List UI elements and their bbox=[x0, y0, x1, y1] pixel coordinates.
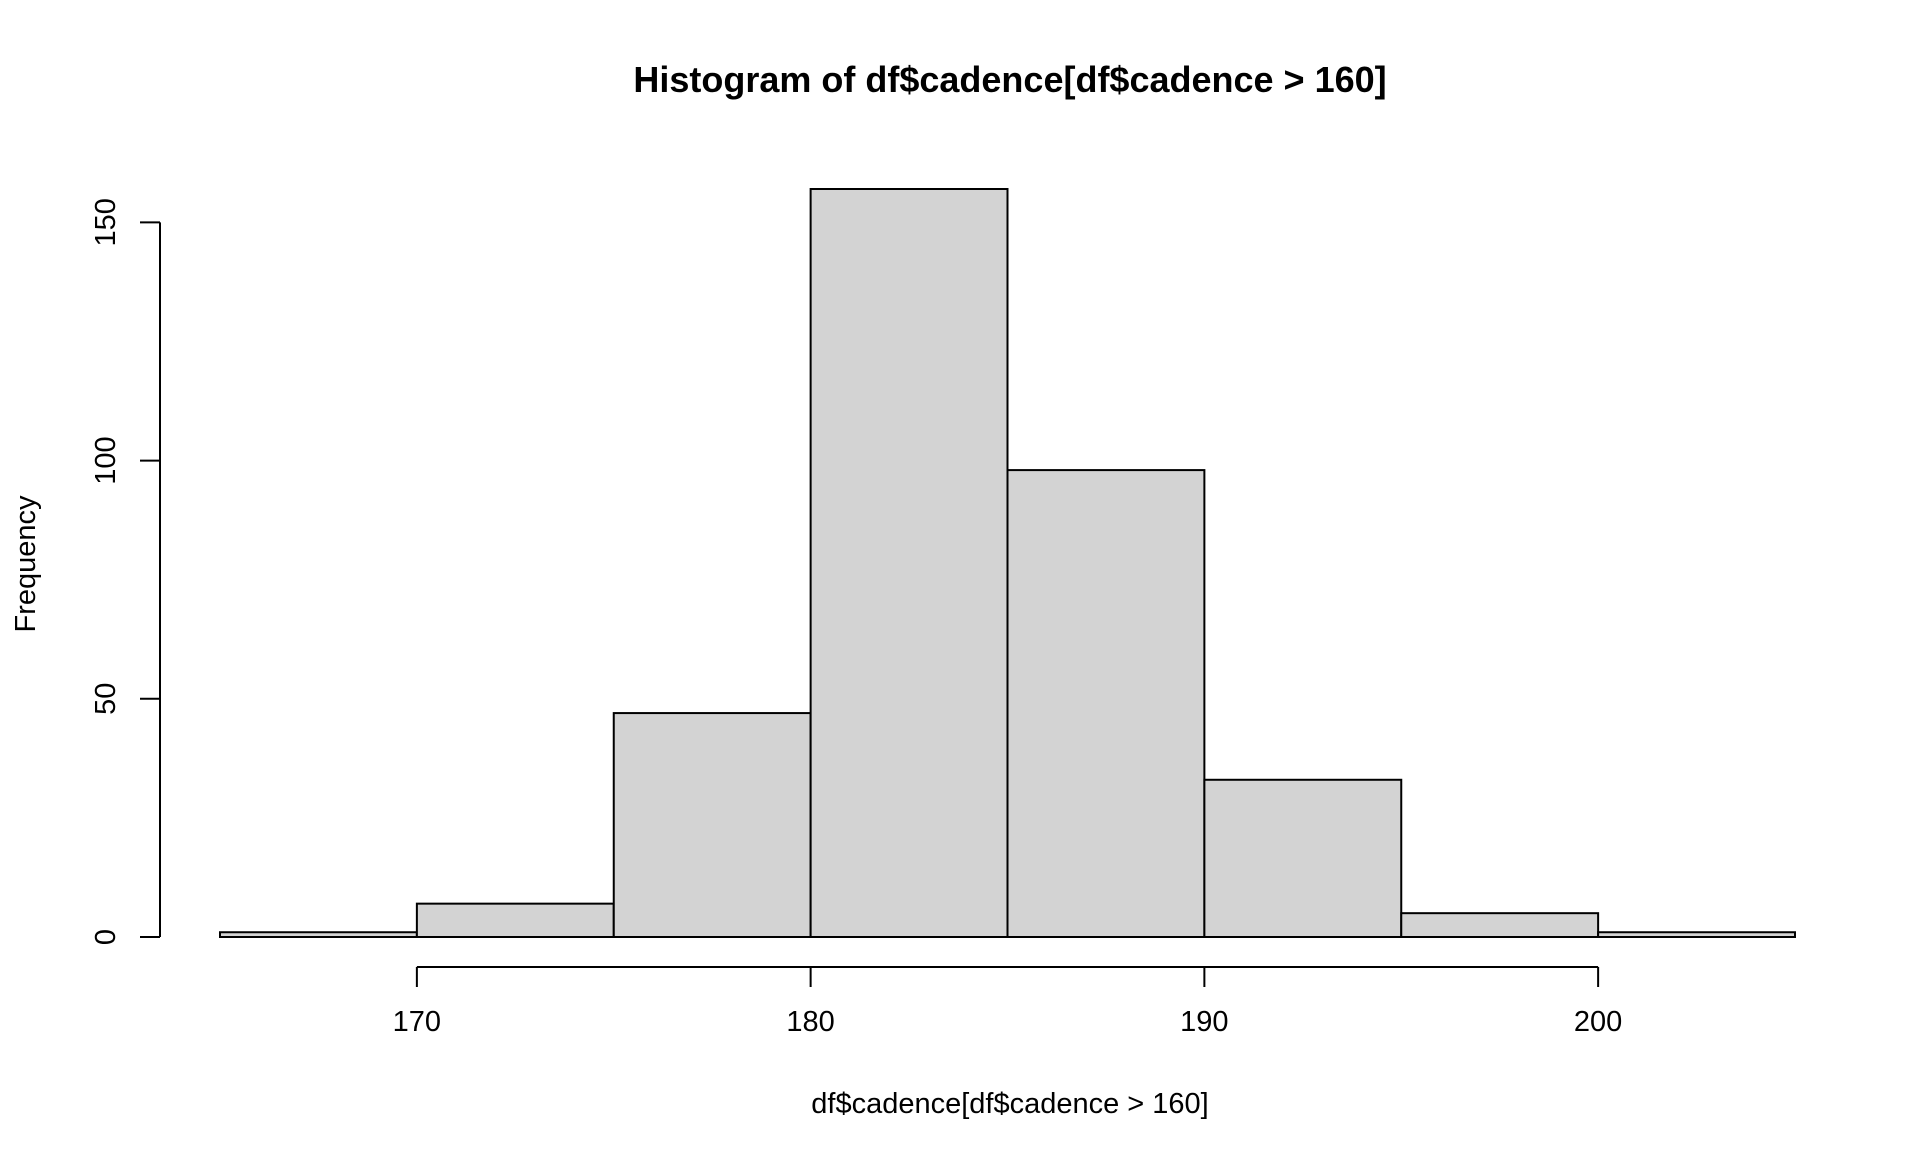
x-axis-label: df$cadence[df$cadence > 160] bbox=[811, 1088, 1208, 1120]
y-tick-label: 0 bbox=[90, 929, 122, 945]
y-axis: 0 50 100 150 bbox=[90, 198, 161, 945]
histogram-bar bbox=[219, 931, 418, 938]
x-tick-label: 190 bbox=[1180, 1006, 1228, 1038]
histogram-bar bbox=[1006, 469, 1206, 938]
bars-group bbox=[219, 188, 1796, 939]
x-tick-label: 200 bbox=[1574, 1006, 1622, 1038]
x-tick-label: 170 bbox=[393, 1006, 441, 1038]
histogram-bar bbox=[809, 188, 1009, 938]
y-tick-label: 100 bbox=[90, 436, 122, 484]
histogram-bar bbox=[1203, 778, 1403, 939]
y-tick-label: 50 bbox=[90, 683, 122, 715]
y-tick-label: 150 bbox=[90, 198, 122, 246]
histogram-bar bbox=[415, 902, 615, 938]
x-axis: 170 180 190 200 bbox=[393, 966, 1622, 1038]
x-tick-label: 180 bbox=[786, 1006, 834, 1038]
histogram-bar bbox=[612, 712, 812, 938]
histogram-bar bbox=[1400, 912, 1600, 938]
y-axis-label: Frequency bbox=[10, 495, 42, 633]
chart-title: Histogram of df$cadence[df$cadence > 160… bbox=[633, 59, 1386, 100]
histogram-bar bbox=[1597, 931, 1796, 938]
